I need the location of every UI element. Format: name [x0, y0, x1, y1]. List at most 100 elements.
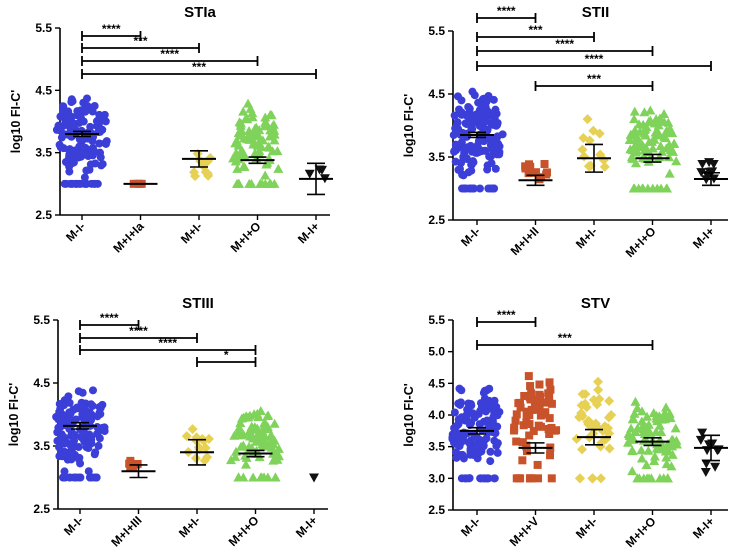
series-mpipo — [624, 105, 682, 193]
data-point — [80, 408, 89, 417]
significance-bracket: **** — [81, 47, 259, 66]
y-axis-label: log10 FI-C' — [402, 383, 416, 446]
data-point — [80, 173, 89, 182]
data-point — [70, 473, 79, 482]
data-point — [68, 97, 77, 106]
data-point — [641, 411, 652, 421]
data-point — [512, 410, 521, 419]
data-point — [636, 445, 647, 455]
chart-title: STII — [582, 4, 610, 21]
data-point — [707, 167, 718, 177]
significance-bracket: *** — [476, 23, 595, 42]
data-point — [495, 150, 504, 159]
data-point — [259, 435, 270, 445]
mean-errorbar-mpipv — [518, 442, 553, 454]
mean-errorbar-mmim — [460, 426, 494, 435]
data-point — [660, 133, 671, 143]
data-point — [234, 178, 245, 188]
data-point — [492, 402, 501, 411]
data-point — [546, 451, 555, 460]
data-point — [701, 459, 712, 469]
mean-errorbar-mpipiii — [121, 464, 156, 479]
significance-bracket: *** — [81, 60, 317, 79]
significance-bracket: **** — [81, 22, 142, 41]
data-point — [455, 384, 464, 393]
significance-bracket: **** — [476, 52, 712, 71]
data-point — [525, 420, 534, 429]
data-point — [545, 378, 554, 387]
data-point — [451, 140, 460, 149]
data-point — [636, 453, 647, 463]
data-point — [244, 178, 255, 188]
data-point — [266, 435, 277, 445]
significance-bracket: *** — [476, 331, 654, 350]
data-point — [453, 119, 462, 128]
data-point — [101, 117, 110, 126]
data-point — [90, 450, 99, 459]
x-tick-label-mpim: M+I- — [573, 514, 600, 541]
data-point — [659, 108, 670, 118]
data-point — [480, 118, 489, 127]
data-point — [710, 462, 721, 472]
data-point — [651, 443, 662, 453]
data-point — [603, 412, 614, 423]
data-point — [87, 432, 96, 441]
data-point — [252, 429, 263, 439]
data-point — [518, 456, 527, 465]
data-point — [94, 441, 103, 450]
mean-errorbar-mpim — [577, 143, 611, 173]
data-point — [658, 413, 669, 423]
data-point — [545, 430, 554, 439]
data-point — [593, 376, 604, 387]
panel-stv: STV log10 FI-C' 2.5 3.0 3.5 4.0 4.5 5.0 5.5 M-I- M… — [402, 295, 728, 550]
significance-bracket: **** — [476, 37, 654, 56]
data-point — [202, 452, 213, 463]
data-point — [522, 409, 531, 418]
series-mpim — [189, 148, 216, 182]
data-point — [623, 437, 634, 447]
data-point — [483, 165, 492, 174]
data-point — [631, 134, 642, 144]
significance-label: *** — [528, 23, 542, 37]
data-point — [700, 468, 711, 478]
data-point — [450, 424, 459, 433]
data-point — [599, 421, 610, 432]
series-mmip — [696, 158, 719, 185]
panel-stiii: STIII log10 FI-C' 2.5 3.5 4.5 5.5 M-I- M+I+III M… — [7, 295, 328, 550]
data-point — [74, 454, 83, 463]
data-point — [529, 168, 538, 177]
data-point — [634, 119, 645, 129]
mean-errorbar-mpim — [182, 149, 216, 168]
data-point — [574, 473, 585, 484]
data-point — [260, 170, 271, 180]
data-point — [708, 159, 719, 169]
mean-errorbar-mpipii — [518, 174, 553, 187]
data-point — [234, 130, 245, 140]
data-point — [86, 160, 95, 169]
data-point — [627, 431, 638, 441]
data-point — [453, 436, 462, 445]
significance-label: **** — [129, 324, 148, 338]
data-point — [181, 431, 192, 442]
data-point — [534, 474, 543, 483]
data-point — [595, 149, 606, 160]
data-point — [522, 447, 531, 456]
data-point — [73, 107, 82, 116]
data-point — [663, 117, 674, 127]
data-point — [458, 184, 467, 193]
mean-errorbar-mmim — [65, 130, 99, 138]
x-tick-label-mpipo: M+I+O — [228, 219, 264, 255]
data-point — [652, 183, 663, 193]
data-point — [230, 446, 241, 456]
data-point — [526, 395, 535, 404]
data-point — [475, 420, 484, 429]
data-point — [537, 173, 546, 182]
significance-label: *** — [558, 331, 572, 345]
data-point — [663, 446, 674, 456]
series-mpim — [181, 424, 214, 466]
panel-stii: STII log10 FI-C' 2.5 3.5 4.5 5.5 M-I- M+I+II M+I… — [402, 4, 728, 260]
data-point — [56, 404, 65, 413]
y-axis-label: log10 FI-C' — [9, 90, 23, 153]
data-point — [577, 444, 588, 455]
